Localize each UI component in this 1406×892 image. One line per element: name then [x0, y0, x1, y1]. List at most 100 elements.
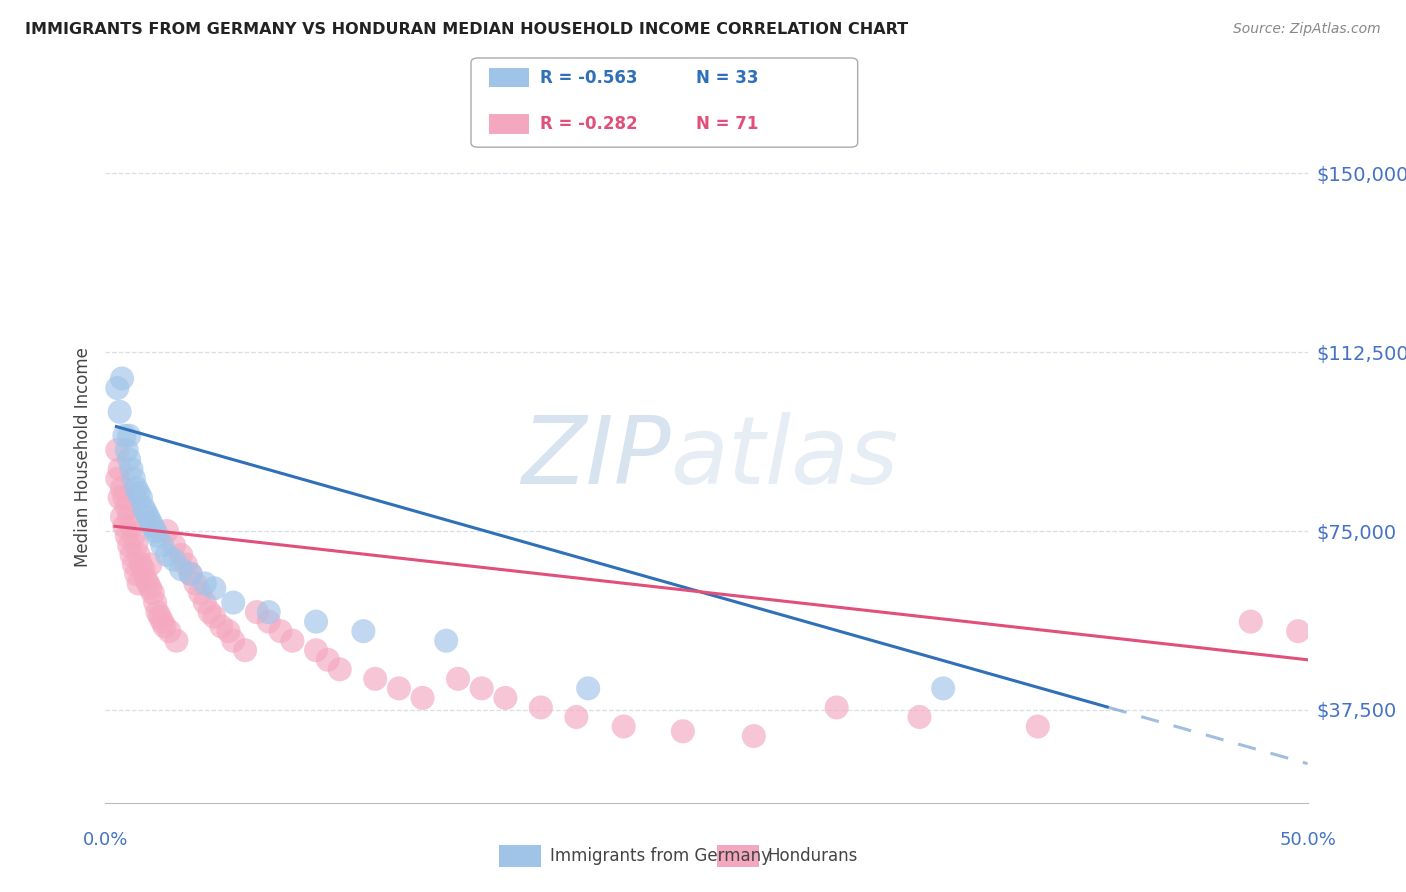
Point [132, 500, 155, 515]
Text: R = -0.282: R = -0.282 [540, 115, 637, 133]
Point [246, 605, 269, 619]
Point [105, 442, 128, 457]
Point [156, 524, 179, 538]
Text: atlas: atlas [671, 411, 898, 503]
Point [329, 662, 352, 676]
Point [180, 566, 202, 581]
Point [281, 633, 304, 648]
Text: ZIP: ZIP [520, 411, 671, 503]
Point [136, 576, 159, 591]
Point [153, 619, 176, 633]
Point [412, 690, 434, 705]
Point [139, 581, 162, 595]
Point [128, 486, 150, 500]
Text: Immigrants from Germany: Immigrants from Germany [550, 847, 770, 865]
Point [742, 729, 765, 743]
Point [364, 672, 387, 686]
Point [174, 558, 197, 572]
Point [129, 558, 152, 572]
Point [129, 491, 152, 505]
Point [115, 500, 138, 515]
Text: N = 33: N = 33 [696, 69, 758, 87]
Point [118, 509, 141, 524]
Point [218, 624, 240, 639]
Point [125, 566, 148, 581]
Text: Source: ZipAtlas.com: Source: ZipAtlas.com [1233, 22, 1381, 37]
Point [108, 405, 131, 419]
Point [1286, 624, 1309, 639]
Point [156, 548, 179, 562]
Point [530, 700, 553, 714]
Text: R = -0.563: R = -0.563 [540, 69, 637, 87]
Point [565, 710, 588, 724]
Point [128, 576, 150, 591]
Point [576, 681, 599, 696]
Point [125, 538, 148, 552]
Point [163, 552, 186, 566]
Point [447, 672, 470, 686]
Point [184, 576, 207, 591]
Point [170, 548, 193, 562]
Point [150, 615, 173, 629]
Point [908, 710, 931, 724]
Point [257, 605, 280, 619]
Text: 0.0%: 0.0% [83, 831, 128, 849]
Point [1240, 615, 1263, 629]
Point [149, 610, 172, 624]
Point [613, 719, 636, 733]
Point [180, 566, 202, 581]
Point [135, 505, 157, 519]
Point [270, 624, 292, 639]
Point [222, 633, 245, 648]
Point [316, 653, 339, 667]
Point [136, 509, 159, 524]
Point [932, 681, 955, 696]
Point [121, 519, 143, 533]
Point [146, 605, 169, 619]
Point [352, 624, 374, 639]
Point [105, 381, 128, 395]
Point [1026, 719, 1049, 733]
Point [305, 643, 328, 657]
Point [163, 538, 186, 552]
Point [118, 452, 141, 467]
Point [111, 371, 134, 385]
Point [121, 462, 143, 476]
Point [202, 581, 225, 595]
Point [194, 576, 217, 591]
Y-axis label: Median Household Income: Median Household Income [75, 347, 93, 567]
Point [115, 442, 138, 457]
Point [139, 515, 162, 529]
Text: Hondurans: Hondurans [768, 847, 858, 865]
Point [122, 472, 145, 486]
Point [122, 529, 145, 543]
Point [108, 462, 131, 476]
Point [112, 491, 135, 505]
Point [142, 586, 165, 600]
Point [115, 529, 138, 543]
Point [672, 724, 695, 739]
Point [222, 596, 245, 610]
Point [209, 619, 232, 633]
Point [139, 558, 162, 572]
Point [128, 548, 150, 562]
Point [471, 681, 494, 696]
Point [434, 633, 457, 648]
Point [233, 643, 256, 657]
Point [388, 681, 411, 696]
Point [118, 428, 141, 442]
Point [132, 562, 155, 576]
Point [825, 700, 848, 714]
Point [125, 481, 148, 495]
Point [111, 509, 134, 524]
Point [122, 558, 145, 572]
Point [170, 562, 193, 576]
Point [112, 428, 135, 442]
Point [143, 524, 166, 538]
Point [111, 481, 134, 495]
Point [142, 519, 165, 533]
Point [108, 491, 131, 505]
Point [305, 615, 328, 629]
Point [188, 586, 211, 600]
Point [494, 690, 516, 705]
